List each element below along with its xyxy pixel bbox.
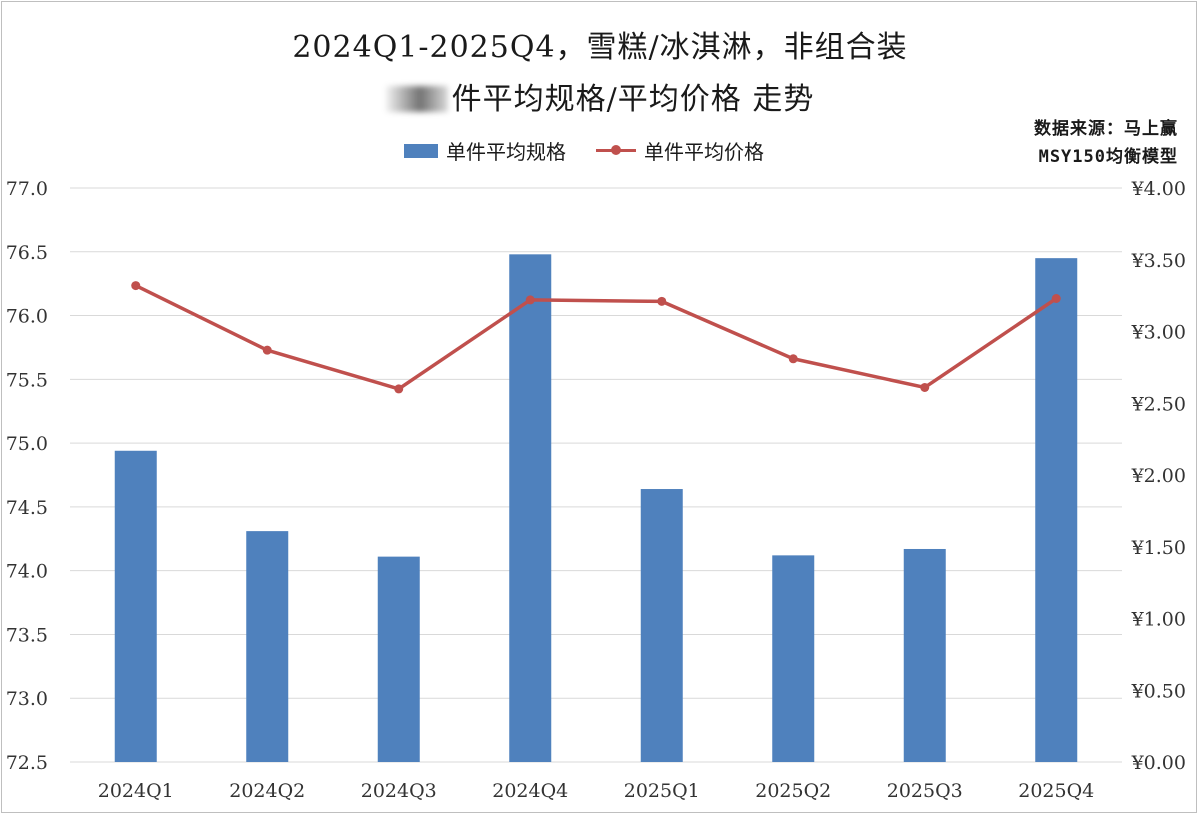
bar <box>377 556 420 762</box>
y-right-tick-label: ¥2.00 <box>1131 465 1186 487</box>
blurred-text-mark <box>385 86 448 112</box>
legend-line-swatch <box>596 145 636 155</box>
y-right-tick-label: ¥0.00 <box>1131 752 1186 774</box>
bar <box>772 555 815 762</box>
price-point <box>262 345 272 355</box>
price-point <box>788 354 798 364</box>
y-left-tick-label: 75.0 <box>6 433 48 455</box>
y-right-tick-label: ¥3.50 <box>1131 250 1186 272</box>
data-source-label: 数据来源：马上赢 <box>1034 119 1178 139</box>
legend-bar-label: 单件平均规格 <box>446 140 566 164</box>
y-right-tick-label: ¥2.50 <box>1131 393 1186 415</box>
bar <box>246 531 289 762</box>
y-right-tick-label: ¥1.50 <box>1131 537 1186 559</box>
chart-title-line-2: 件平均规格/平均价格 走势 <box>0 74 1200 118</box>
bar <box>640 489 683 762</box>
bar <box>1035 258 1078 762</box>
x-tick-label: 2024Q1 <box>98 780 174 802</box>
x-tick-label: 2025Q2 <box>755 780 831 802</box>
bar <box>903 548 946 762</box>
legend-line-label: 单件平均价格 <box>644 140 764 164</box>
y-left-tick-label: 76.5 <box>6 242 48 264</box>
y-right-tick-label: ¥1.00 <box>1131 609 1186 631</box>
legend: 单件平均规格 单件平均价格 <box>404 136 794 165</box>
bar <box>114 450 157 762</box>
x-tick-label: 2024Q4 <box>492 780 568 802</box>
data-model-label: MSY150均衡模型 <box>1038 147 1178 167</box>
y-left-tick-label: 76.0 <box>6 306 48 328</box>
price-point <box>131 281 141 291</box>
chart-title-line-1: 2024Q1-2025Q4，雪糕/冰淇淋，非组合装 <box>292 30 908 65</box>
y-left-tick-label: 75.5 <box>6 369 48 391</box>
y-right-tick-label: ¥4.00 <box>1131 178 1186 200</box>
x-tick-label: 2025Q4 <box>1018 780 1094 802</box>
x-tick-label: 2024Q3 <box>361 780 437 802</box>
y-left-tick-label: 73.5 <box>6 624 48 646</box>
price-point <box>394 384 404 394</box>
price-point <box>920 382 930 392</box>
y-left-tick-label: 73.0 <box>6 688 48 710</box>
chart-title-line-2-text: 件平均规格/平均价格 走势 <box>451 82 815 117</box>
y-left-tick-label: 74.5 <box>6 497 48 519</box>
legend-item-line: 单件平均价格 <box>596 136 764 165</box>
legend-bar-swatch <box>404 143 438 158</box>
y-left-tick-label: 72.5 <box>6 752 48 774</box>
legend-item-bar: 单件平均规格 <box>404 136 566 165</box>
price-point <box>657 296 667 306</box>
y-left-tick-label: 77.0 <box>6 178 48 200</box>
y-left-tick-label: 74.0 <box>6 561 48 583</box>
x-tick-label: 2025Q1 <box>624 780 700 802</box>
y-right-tick-label: ¥3.00 <box>1131 322 1186 344</box>
bar <box>509 254 552 762</box>
x-tick-label: 2024Q2 <box>229 780 305 802</box>
y-right-tick-label: ¥0.50 <box>1131 680 1186 702</box>
x-tick-label: 2025Q3 <box>887 780 963 802</box>
price-line <box>134 284 1058 391</box>
price-point <box>525 295 535 305</box>
price-point <box>1051 293 1061 303</box>
